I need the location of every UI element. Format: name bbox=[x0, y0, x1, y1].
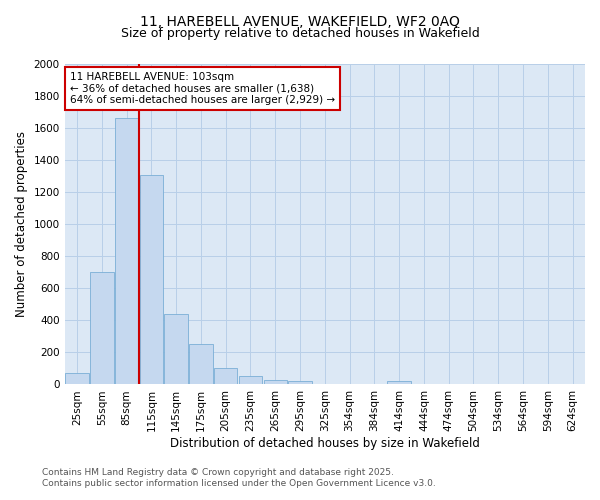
Bar bbox=[263, 380, 287, 384]
Bar bbox=[239, 376, 262, 384]
Bar bbox=[214, 368, 238, 384]
Bar bbox=[189, 344, 213, 384]
Text: Contains HM Land Registry data © Crown copyright and database right 2025.
Contai: Contains HM Land Registry data © Crown c… bbox=[42, 468, 436, 487]
Bar bbox=[288, 381, 312, 384]
Bar bbox=[90, 272, 113, 384]
Y-axis label: Number of detached properties: Number of detached properties bbox=[15, 131, 28, 317]
Bar bbox=[388, 382, 411, 384]
X-axis label: Distribution of detached houses by size in Wakefield: Distribution of detached houses by size … bbox=[170, 437, 480, 450]
Bar bbox=[115, 118, 139, 384]
Bar bbox=[164, 314, 188, 384]
Text: 11 HAREBELL AVENUE: 103sqm
← 36% of detached houses are smaller (1,638)
64% of s: 11 HAREBELL AVENUE: 103sqm ← 36% of deta… bbox=[70, 72, 335, 105]
Text: 11, HAREBELL AVENUE, WAKEFIELD, WF2 0AQ: 11, HAREBELL AVENUE, WAKEFIELD, WF2 0AQ bbox=[140, 15, 460, 29]
Text: Size of property relative to detached houses in Wakefield: Size of property relative to detached ho… bbox=[121, 28, 479, 40]
Bar bbox=[65, 373, 89, 384]
Bar bbox=[140, 174, 163, 384]
